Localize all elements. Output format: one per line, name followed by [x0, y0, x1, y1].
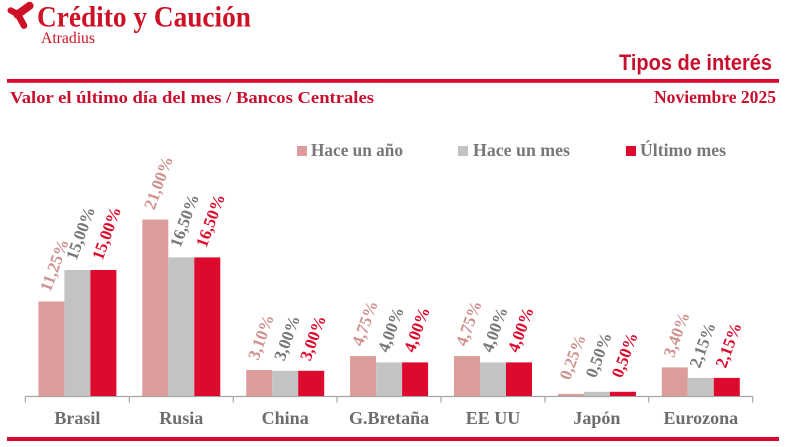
svg-text:Último mes: Último mes	[640, 140, 726, 160]
svg-text:EE UU: EE UU	[466, 408, 521, 428]
svg-text:Brasil: Brasil	[54, 408, 100, 428]
svg-text:Japón: Japón	[573, 408, 620, 428]
svg-text:China: China	[262, 408, 309, 428]
svg-text:Crédito y Caución: Crédito y Caución	[37, 1, 251, 34]
svg-text:Rusia: Rusia	[159, 408, 203, 428]
svg-text:Eurozona: Eurozona	[663, 408, 738, 428]
svg-text:Tipos de interés: Tipos de interés	[619, 50, 772, 75]
svg-text:G.Bretaña: G.Bretaña	[349, 408, 429, 428]
svg-text:Hace un año: Hace un año	[311, 140, 403, 160]
svg-text:Valor el último día del mes /: Valor el último día del mes / Bancos Cen…	[10, 88, 375, 107]
svg-text:Noviembre 2025: Noviembre 2025	[654, 87, 776, 107]
svg-text:Hace un mes: Hace un mes	[473, 140, 570, 160]
svg-text:Atradius: Atradius	[41, 30, 95, 47]
